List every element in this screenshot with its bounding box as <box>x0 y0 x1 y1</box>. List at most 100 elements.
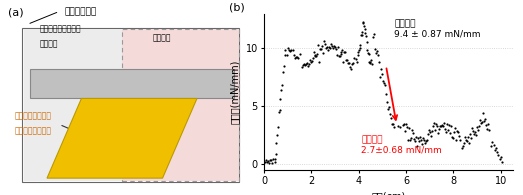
Point <box>338 49 347 52</box>
Point <box>300 62 308 65</box>
Point <box>468 127 476 130</box>
Point <box>372 51 380 54</box>
Point <box>421 142 429 145</box>
Point <box>419 136 427 140</box>
Point <box>329 44 338 48</box>
Point <box>305 59 314 62</box>
Point <box>407 129 416 132</box>
Point <box>318 45 326 48</box>
Point <box>315 61 324 64</box>
Point <box>431 129 439 132</box>
Point <box>366 60 374 64</box>
Point <box>278 83 286 86</box>
Point <box>485 129 493 132</box>
Point <box>428 130 436 133</box>
Point <box>418 142 426 145</box>
Point <box>481 117 489 121</box>
Point <box>371 48 379 51</box>
Point <box>359 21 367 24</box>
Point <box>276 98 285 101</box>
Point <box>449 137 458 140</box>
Point <box>359 20 368 23</box>
Point <box>282 53 291 56</box>
Point <box>324 48 332 51</box>
Point <box>280 54 289 57</box>
Point <box>334 46 342 49</box>
Point <box>457 147 465 150</box>
Point <box>451 127 460 130</box>
Point <box>287 48 295 51</box>
Point <box>430 122 438 125</box>
Point <box>362 34 370 37</box>
Point <box>394 124 402 127</box>
Point <box>294 57 303 60</box>
Point <box>375 60 383 63</box>
Point <box>274 126 282 129</box>
Point <box>339 60 348 63</box>
Point <box>309 57 317 60</box>
Point <box>410 137 418 141</box>
Text: 付着力スイッチング: 付着力スイッチング <box>40 24 81 33</box>
Point <box>290 54 298 57</box>
Point <box>333 54 341 57</box>
Point <box>460 136 469 139</box>
Point <box>310 53 319 57</box>
Point <box>445 124 453 127</box>
Point <box>465 132 474 136</box>
Point <box>426 131 434 134</box>
Point <box>461 138 470 141</box>
Point <box>452 138 461 141</box>
Text: ブランケット: ブランケット <box>64 8 96 17</box>
Point <box>402 122 410 125</box>
Point <box>263 160 271 163</box>
Point <box>429 125 437 128</box>
Point <box>328 47 337 50</box>
Point <box>291 57 299 60</box>
Point <box>420 138 428 141</box>
Point <box>303 61 311 64</box>
Point <box>422 140 430 143</box>
Point <box>261 161 269 164</box>
Point <box>362 41 371 44</box>
Text: 処理あり: 処理あり <box>153 34 171 43</box>
Point <box>327 43 335 46</box>
Point <box>403 126 411 129</box>
Text: 硬化済みの銀ペースト膜: 硬化済みの銀ペースト膜 <box>106 76 157 85</box>
Point <box>321 43 329 46</box>
Point <box>399 123 407 126</box>
Point <box>309 51 317 54</box>
Point <box>416 135 424 138</box>
Point <box>322 46 330 49</box>
Point <box>325 45 333 49</box>
Point <box>361 32 370 35</box>
Point <box>283 47 292 50</box>
Point <box>387 116 395 120</box>
Point <box>299 64 307 67</box>
Point <box>368 62 376 66</box>
Point <box>279 70 287 73</box>
Point <box>413 144 421 148</box>
Point <box>365 60 373 63</box>
Text: 粘着テープ: 粘着テープ <box>102 169 125 178</box>
Point <box>369 35 377 38</box>
Point <box>433 125 441 128</box>
Point <box>475 119 484 122</box>
Point <box>363 51 372 54</box>
Point <box>434 131 442 135</box>
Point <box>473 129 482 132</box>
Point <box>306 60 315 64</box>
Point <box>415 139 423 142</box>
Point <box>271 153 280 156</box>
Point <box>470 132 478 136</box>
Point <box>384 108 392 111</box>
Point <box>342 59 350 62</box>
Point <box>454 130 463 134</box>
Point <box>414 136 422 139</box>
Point <box>370 33 378 36</box>
Point <box>357 34 366 37</box>
Point <box>390 125 399 128</box>
Point <box>423 138 431 141</box>
Point <box>328 45 336 48</box>
Point <box>396 125 404 129</box>
Y-axis label: 付着力(mN/mm): 付着力(mN/mm) <box>230 59 240 124</box>
